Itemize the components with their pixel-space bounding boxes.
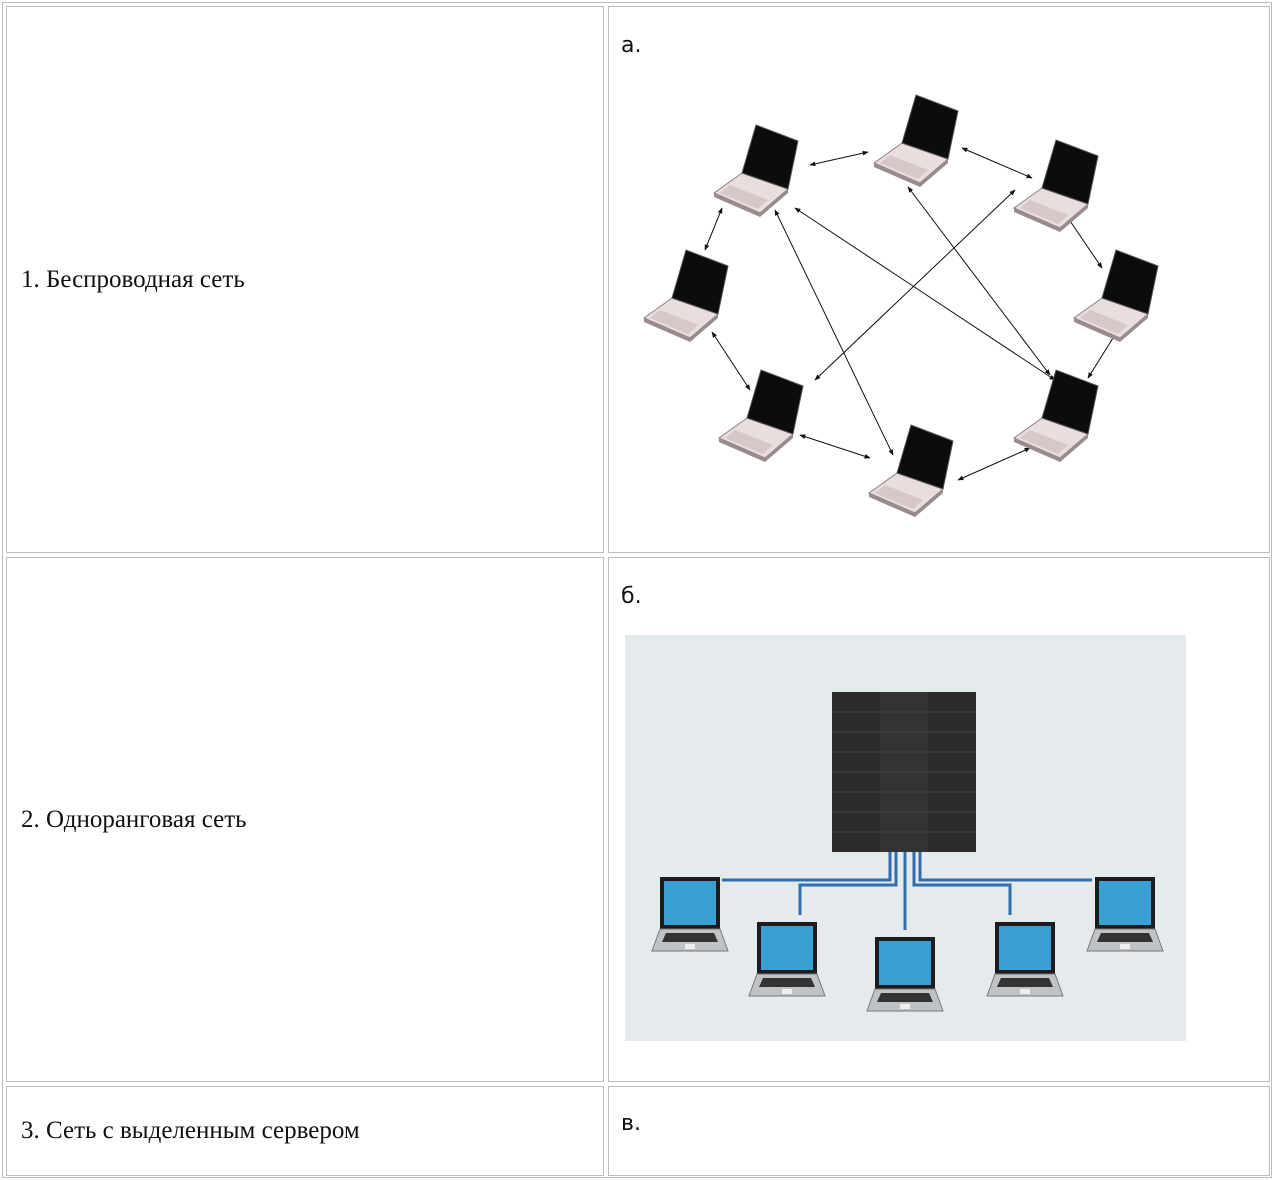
cell-text: 3. Сеть с выделенным сервером [21,1117,360,1144]
cell-label: в. [621,1111,641,1136]
wireless-diagram [704,147,1119,481]
table-cell: 2. Одноранговая сеть [6,557,604,1082]
table-cell: а. [608,6,1270,553]
table-cell: 1. Беспроводная сеть [6,6,604,553]
table-cell: б. [608,557,1270,1082]
cell-text: 1. Беспроводная сеть [21,265,245,293]
table-cell: 3. Сеть с выделенным сервером [6,1086,604,1176]
table-cell: в. [608,1086,1270,1176]
cell-label: а. [621,33,642,58]
cell-text: 2. Одноранговая сеть [21,805,247,833]
cell-label: б. [621,584,642,609]
laptops [643,94,1159,518]
server-diagram [625,635,1186,1041]
